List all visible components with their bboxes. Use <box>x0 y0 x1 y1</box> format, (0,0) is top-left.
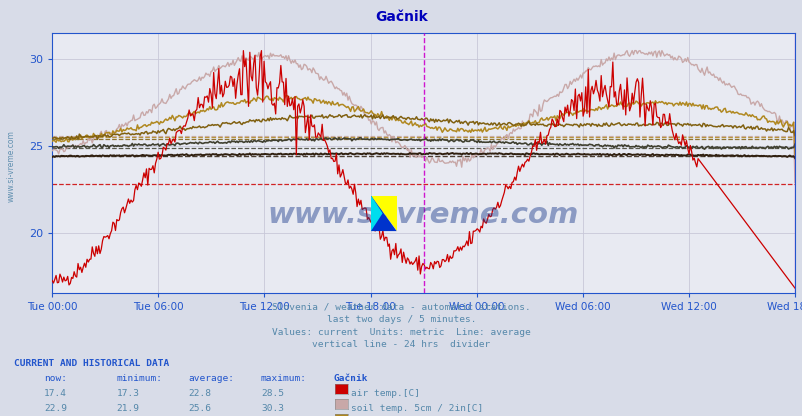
Text: CURRENT AND HISTORICAL DATA: CURRENT AND HISTORICAL DATA <box>14 359 169 368</box>
Text: minimum:: minimum: <box>116 374 162 384</box>
Text: average:: average: <box>188 374 234 384</box>
Text: Gačnik: Gačnik <box>333 374 367 384</box>
Text: Gačnik: Gačnik <box>375 10 427 25</box>
Text: now:: now: <box>44 374 67 384</box>
Text: www.si-vreme.com: www.si-vreme.com <box>6 131 15 202</box>
Polygon shape <box>371 196 396 231</box>
Text: maximum:: maximum: <box>261 374 306 384</box>
Polygon shape <box>371 196 396 231</box>
Polygon shape <box>371 196 382 231</box>
Text: www.si-vreme.com: www.si-vreme.com <box>268 201 578 229</box>
Text: 17.4: 17.4 <box>44 389 67 399</box>
Text: soil temp. 5cm / 2in[C]: soil temp. 5cm / 2in[C] <box>350 404 483 414</box>
Text: 17.3: 17.3 <box>116 389 140 399</box>
Text: Values: current  Units: metric  Line: average: Values: current Units: metric Line: aver… <box>272 328 530 337</box>
Text: last two days / 5 minutes.: last two days / 5 minutes. <box>326 315 476 324</box>
Text: air temp.[C]: air temp.[C] <box>350 389 419 399</box>
Text: 28.5: 28.5 <box>261 389 284 399</box>
Text: 21.9: 21.9 <box>116 404 140 414</box>
Text: vertical line - 24 hrs  divider: vertical line - 24 hrs divider <box>312 340 490 349</box>
Text: 30.3: 30.3 <box>261 404 284 414</box>
Text: Slovenia / weather data - automatic stations.: Slovenia / weather data - automatic stat… <box>272 303 530 312</box>
Text: 25.6: 25.6 <box>188 404 212 414</box>
Text: 22.8: 22.8 <box>188 389 212 399</box>
Text: 22.9: 22.9 <box>44 404 67 414</box>
